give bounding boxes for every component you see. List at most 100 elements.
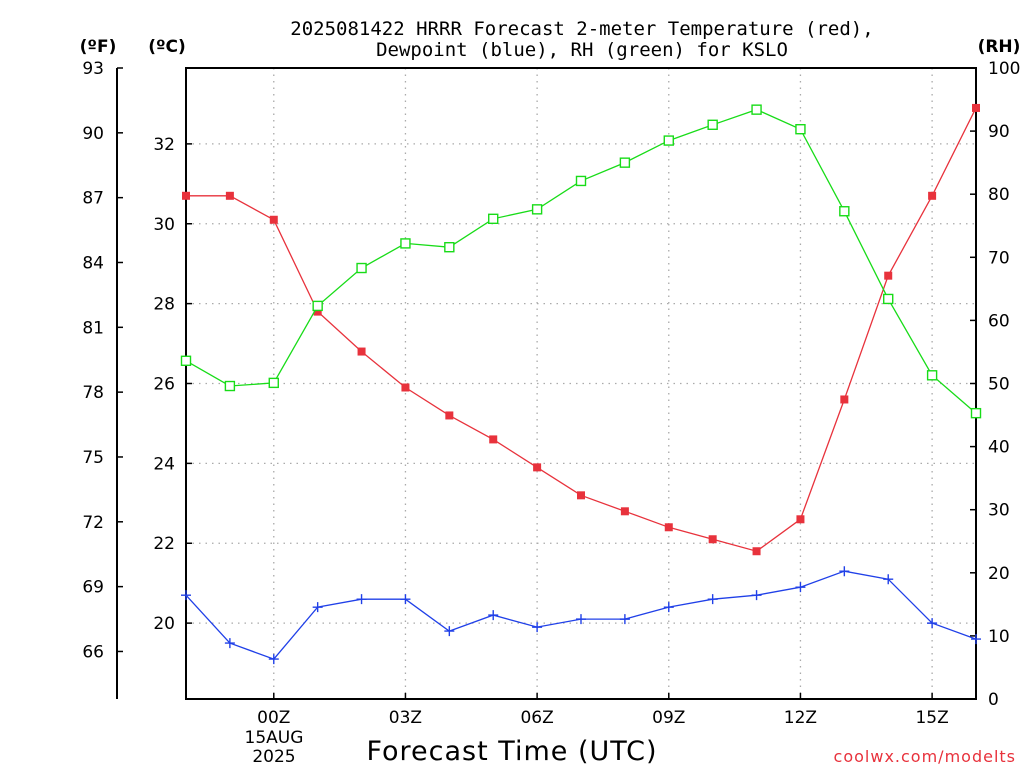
celsius-tick-label: 26 [153,375,175,395]
data-point [489,435,498,444]
fahrenheit-tick-label: 84 [82,253,104,273]
fahrenheit-tick-label: 66 [82,642,104,662]
fahrenheit-tick-label: 72 [82,513,104,533]
data-point [182,191,190,200]
data-point [225,191,234,200]
x-tick-label: 12Z [784,708,817,728]
rh-tick-label: 70 [988,248,1010,268]
date-day-label: 15AUG [245,728,304,748]
celsius-unit-label: (ºC) [148,37,186,57]
data-point [269,215,278,224]
x-tick-label: 06Z [520,708,553,728]
chart-title-line-2: Dewpoint (blue), RH (green) for KSLO [376,39,788,61]
data-point [181,590,191,601]
fahrenheit-tick-label: 87 [82,189,104,209]
x-tick-label: 09Z [652,708,685,728]
tick-labels: 66 69 72 75 78 81 84 87 90 93 20 22 24 26 28 30 32 0 10 20 3… [82,59,1020,728]
data-point [444,242,455,253]
celsius-tick-label: 32 [153,135,175,155]
data-point [224,638,235,649]
series-dewpoint [181,566,981,665]
data-point [400,594,411,605]
data-point [488,610,499,621]
date-year-label: 2025 [252,747,295,767]
data-point [532,622,543,633]
data-point [357,347,366,356]
data-point [663,135,674,146]
data-point [751,104,762,115]
series-rh [180,104,982,419]
celsius-tick-label: 20 [153,614,175,634]
grid-lines [186,68,976,699]
data-point [971,634,981,645]
data-point [970,407,982,419]
x-tick-label: 15Z [915,708,948,728]
data-point [619,614,630,625]
data-point [928,191,937,200]
fahrenheit-tick-label: 69 [82,578,104,598]
rh-tick-label: 90 [988,122,1010,142]
data-point [972,103,980,112]
rh-tick-label: 40 [988,438,1010,458]
series-temperature [182,103,980,556]
data-point [839,206,850,217]
axes [116,67,977,700]
rh-tick-label: 60 [988,311,1010,331]
data-point [268,654,279,665]
fahrenheit-tick-label: 90 [82,124,104,144]
data-point [708,535,717,544]
data-point [839,566,850,577]
rh-tick-label: 50 [988,375,1010,395]
data-point [884,271,893,280]
rh-tick-label: 100 [988,59,1020,79]
data-point [577,491,585,500]
celsius-tick-label: 30 [153,215,175,235]
data-point [533,463,542,472]
data-point [707,119,718,130]
data-point [664,523,673,532]
fahrenheit-tick-label: 78 [82,383,104,403]
data-point [224,380,236,392]
fahrenheit-tick-label: 75 [82,448,104,468]
credit-label: coolwx.com/modelts [834,747,1016,766]
data-point [707,594,718,605]
data-point [751,590,762,601]
data-point [268,377,279,389]
x-tick-label: 00Z [257,708,290,728]
x-tick-label: 03Z [389,708,422,728]
series-line [185,108,977,414]
data-point [883,574,894,585]
data-point [576,614,586,625]
data-point [313,307,322,316]
rh-tick-label: 30 [988,501,1010,521]
data-point [356,594,367,605]
data-point [620,507,629,516]
data-point [795,582,806,593]
data-point [752,547,761,556]
celsius-tick-label: 24 [153,454,175,474]
rh-unit-label: (RH) [978,37,1021,57]
data-point [926,370,938,381]
rh-tick-label: 10 [988,627,1010,647]
data-point [401,383,410,392]
data-point [619,157,631,168]
celsius-tick-label: 28 [153,295,175,315]
data-point [312,602,323,613]
data-point [796,515,805,524]
celsius-tick-label: 22 [153,534,175,554]
data-point [575,175,587,187]
data-point [445,411,454,420]
data-point [531,204,543,215]
x-axis-title: Forecast Time (UTC) [366,736,657,767]
data-point [180,355,192,366]
rh-tick-label: 0 [988,690,999,710]
data-point [312,300,323,312]
data-point [444,626,455,637]
data-point [883,293,894,305]
rh-tick-label: 80 [988,185,1010,205]
chart-title-line-1: 2025081422 HRRR Forecast 2-meter Tempera… [290,18,873,40]
data-point [663,602,674,613]
data-series [180,103,982,665]
data-point [795,124,806,135]
